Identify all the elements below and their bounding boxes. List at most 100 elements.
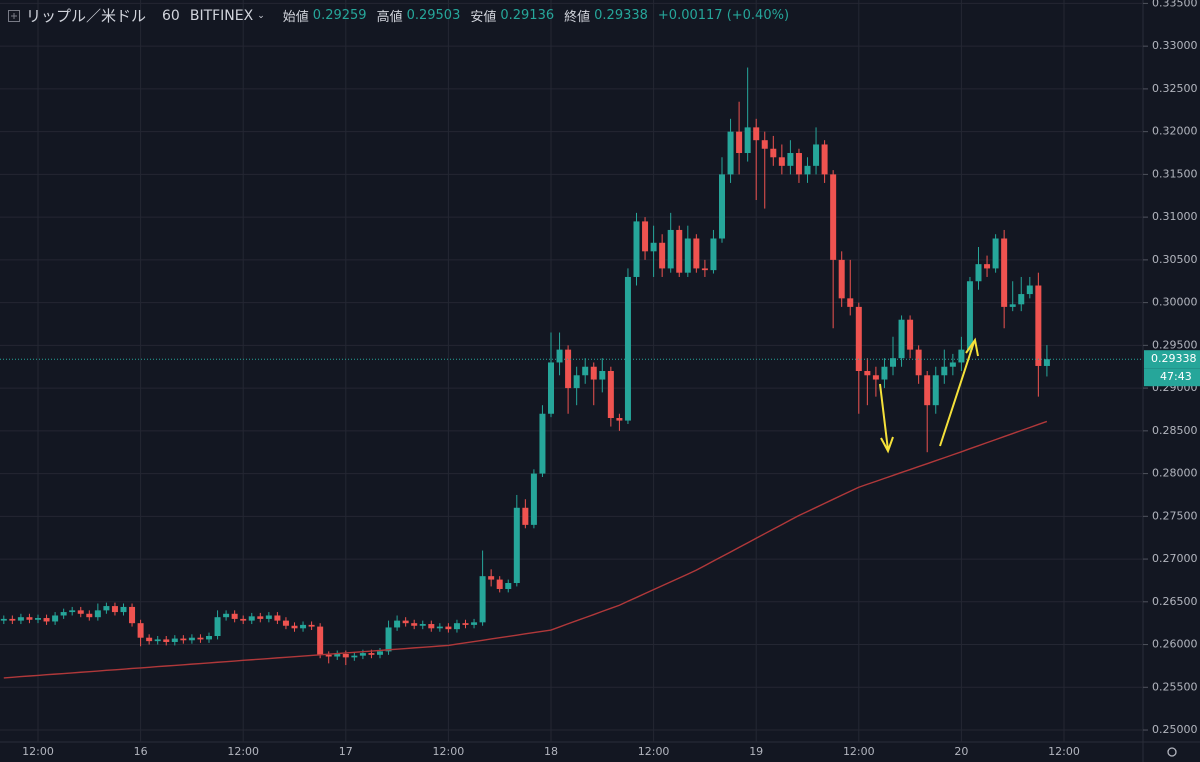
arrow-head <box>965 337 979 357</box>
candle-body <box>932 375 939 406</box>
exchange[interactable]: BITFINEX <box>189 7 254 24</box>
high-value: 0.29503 <box>406 8 461 23</box>
settings-icon[interactable] <box>1167 747 1177 757</box>
candle-body <box>1009 304 1016 307</box>
x-tick-label: 19 <box>749 745 763 758</box>
candle-body <box>941 366 948 376</box>
candle-body <box>377 651 383 655</box>
candle-body <box>154 639 161 642</box>
candle-body <box>274 615 281 621</box>
candle-body <box>9 618 16 621</box>
candle-body <box>419 624 426 626</box>
candle-body <box>590 366 597 380</box>
candle-body <box>171 638 178 642</box>
close-label: 終値 <box>564 10 591 25</box>
candle-body <box>334 653 341 657</box>
candle-body <box>778 157 785 166</box>
candle-body <box>548 362 554 414</box>
open-value: 0.29259 <box>312 8 367 23</box>
candle-body <box>744 127 751 154</box>
countdown: 47:43 <box>1160 370 1192 383</box>
candle-body <box>1001 238 1008 307</box>
candle-body <box>146 637 153 642</box>
candle-body <box>111 606 118 613</box>
high-label: 高値 <box>376 10 403 25</box>
x-tick-label: 17 <box>339 745 353 758</box>
candle-body <box>915 349 922 376</box>
x-tick-label: 12:00 <box>22 745 54 758</box>
candle-body <box>667 229 674 269</box>
y-tick-label: 0.29500 <box>1152 338 1198 351</box>
candle-body <box>342 653 349 658</box>
y-tick-label: 0.32500 <box>1152 82 1198 95</box>
candle-body <box>693 238 700 269</box>
candle-body <box>633 221 640 277</box>
candle-body <box>924 375 931 406</box>
candle-body <box>180 638 187 641</box>
x-tick-label: 12:00 <box>227 745 259 758</box>
last-price-label: 0.29338 <box>1151 352 1197 365</box>
interval[interactable]: 60 <box>162 7 180 24</box>
candle-body <box>864 371 871 376</box>
candle-body <box>642 221 649 252</box>
candle-body <box>624 276 631 421</box>
candle-body <box>163 639 170 642</box>
candle-body <box>1035 285 1042 366</box>
candle-body <box>52 615 59 622</box>
candle-body <box>291 625 298 629</box>
candle-body <box>445 626 452 630</box>
candle-body <box>847 298 854 307</box>
candle-body <box>530 473 537 525</box>
candle-body <box>821 144 828 175</box>
last-price-box <box>1144 350 1200 369</box>
candle-body <box>479 576 486 623</box>
x-tick-label: 20 <box>954 745 968 758</box>
candle-body <box>428 624 435 629</box>
candle-body <box>35 618 41 620</box>
candle-body <box>872 375 879 380</box>
candle-body <box>676 229 683 273</box>
close-value: 0.29338 <box>594 8 648 23</box>
x-tick-label: 12:00 <box>843 745 875 758</box>
candle-body <box>436 626 443 629</box>
candle-body <box>907 319 914 350</box>
candle-body <box>69 610 76 613</box>
candle-body <box>488 576 495 580</box>
candle-body <box>325 654 332 657</box>
candle-body <box>556 349 563 363</box>
candle-body <box>351 655 358 658</box>
collapse-icon[interactable] <box>8 9 20 22</box>
candle-body <box>701 268 708 271</box>
x-tick-label: 12:00 <box>433 745 465 758</box>
candle-body <box>710 238 717 271</box>
candle-body <box>257 616 264 619</box>
candle-body <box>684 238 691 273</box>
y-tick-label: 0.26500 <box>1152 595 1198 608</box>
candle-body <box>1026 285 1033 295</box>
y-tick-label: 0.25000 <box>1152 723 1198 736</box>
candle-body <box>761 140 768 149</box>
y-tick-label: 0.27500 <box>1152 509 1198 522</box>
symbol[interactable]: リップル／米ドル <box>26 7 147 25</box>
y-tick-label: 0.32000 <box>1152 125 1198 138</box>
y-tick-label: 0.30000 <box>1152 296 1198 309</box>
candle-body <box>949 362 956 367</box>
candle-body <box>496 579 503 589</box>
candle-body <box>60 612 67 616</box>
exchange-caret[interactable]: ⌄ <box>257 10 265 21</box>
candle-body <box>300 624 307 629</box>
candle-body <box>214 617 221 636</box>
candle-body <box>385 627 392 652</box>
candle-body <box>513 507 520 583</box>
candle-body <box>890 358 896 367</box>
candle-body <box>804 165 811 175</box>
candle-body <box>719 174 725 239</box>
candle-body <box>650 242 657 252</box>
candle-body <box>898 319 905 359</box>
x-tick-label: 16 <box>134 745 148 758</box>
candle-body <box>659 242 666 269</box>
arrow-down <box>879 383 889 451</box>
arrow-head <box>880 436 894 454</box>
candle-body <box>120 606 127 613</box>
